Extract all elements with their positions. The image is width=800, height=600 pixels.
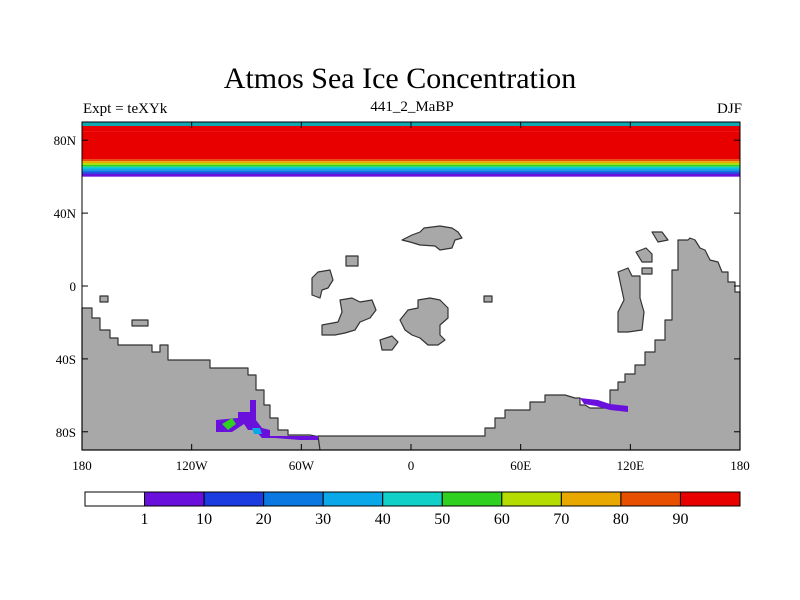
colorbar-box-2: [203, 491, 265, 507]
colorbar-label-4: 40: [375, 511, 391, 528]
colorbar-box-4: [322, 491, 384, 507]
y-tick-label-0: 80N: [54, 133, 77, 148]
colorbar-box-1: [144, 491, 205, 507]
sea-ice-band-9: [82, 172, 740, 174]
sea-ice-patch-east: [580, 398, 628, 412]
southern-sea-ice: [216, 398, 628, 440]
sea-ice-band-6: [82, 166, 740, 169]
sea-ice-band-2: [82, 159, 740, 162]
land-small-island-8: [635, 247, 653, 263]
x-tick-label-4: 60E: [510, 458, 531, 473]
x-tick-label-3: 0: [408, 458, 415, 473]
x-tick-label-6: 180: [730, 458, 750, 473]
colorbar-box-8: [560, 491, 622, 507]
sea-ice-band-3: [82, 161, 740, 163]
colorbar-label-7: 70: [553, 511, 569, 528]
land-small-island-2: [321, 297, 377, 336]
y-tick-label-3: 40S: [56, 352, 76, 367]
sea-ice-band-8: [82, 170, 740, 173]
colorbar-box-6: [441, 491, 503, 507]
colorbar-box-5: [382, 491, 443, 507]
land-small-island-10: [641, 267, 653, 275]
colorbar-label-3: 30: [315, 511, 331, 528]
land-small-island-3: [379, 335, 399, 351]
land-central-island: [399, 297, 449, 346]
sea-ice-band-1: [82, 131, 740, 160]
colorbar-box-0: [84, 491, 146, 507]
y-tick-label-4: 80S: [56, 425, 76, 440]
sea-ice-patch-west-core: [222, 418, 236, 430]
land-small-island-6: [99, 295, 109, 303]
sea-ice-band-10: [82, 173, 740, 177]
map-title: Atmos Sea Ice Concentration: [223, 62, 577, 95]
experiment-label: Expt = teXYk: [83, 101, 168, 117]
sea-ice-band-5: [82, 164, 740, 167]
y-tick-label-2: 0: [70, 279, 77, 294]
colorbar-box-10: [679, 491, 741, 507]
colorbar-box-7: [501, 491, 562, 507]
land-antarctica: [317, 237, 741, 451]
sea-ice-band-4: [82, 163, 740, 165]
season-label: DJF: [716, 101, 742, 117]
y-tick-label-1: 40N: [54, 206, 77, 221]
land-small-island-1: [311, 269, 334, 299]
map-axes: 80N 40N 0 40S 80S 180 120W 60W 0 60E 120E 180: [54, 122, 750, 473]
colorbar-label-8: 80: [613, 511, 629, 528]
colorbar-box-3: [263, 491, 324, 507]
land-small-island-7: [131, 319, 149, 327]
colorbar-label-6: 60: [494, 511, 510, 528]
subtitle-label: 441_2_MaBP: [370, 99, 454, 115]
x-tick-label-0: 180: [72, 458, 92, 473]
colorbar: 1 10 20 30 40 50 60 70 80 90: [84, 491, 741, 528]
land-western-continent: [81, 307, 321, 451]
land-small-island-4: [345, 255, 359, 267]
colorbar-label-0: 1: [141, 511, 149, 528]
x-tick-label-2: 60W: [289, 458, 315, 473]
land-eastern-island: [617, 267, 645, 333]
sea-ice-band-7: [82, 168, 740, 171]
land-northern-island: [401, 225, 463, 251]
colorbar-label-2: 20: [256, 511, 272, 528]
colorbar-label-5: 50: [434, 511, 450, 528]
land-small-island-9: [651, 231, 669, 243]
x-tick-label-5: 120E: [617, 458, 645, 473]
colorbar-label-1: 10: [196, 511, 212, 528]
x-tick-label-1: 120W: [176, 458, 209, 473]
land-masses: [81, 225, 741, 451]
sea-ice-field: [82, 122, 740, 177]
sea-ice-patch-west-core2: [252, 428, 262, 434]
colorbar-label-9: 90: [672, 511, 688, 528]
sea-ice-patch-west: [216, 400, 318, 440]
colorbar-box-9: [620, 491, 681, 507]
land-small-island-5: [483, 295, 493, 303]
